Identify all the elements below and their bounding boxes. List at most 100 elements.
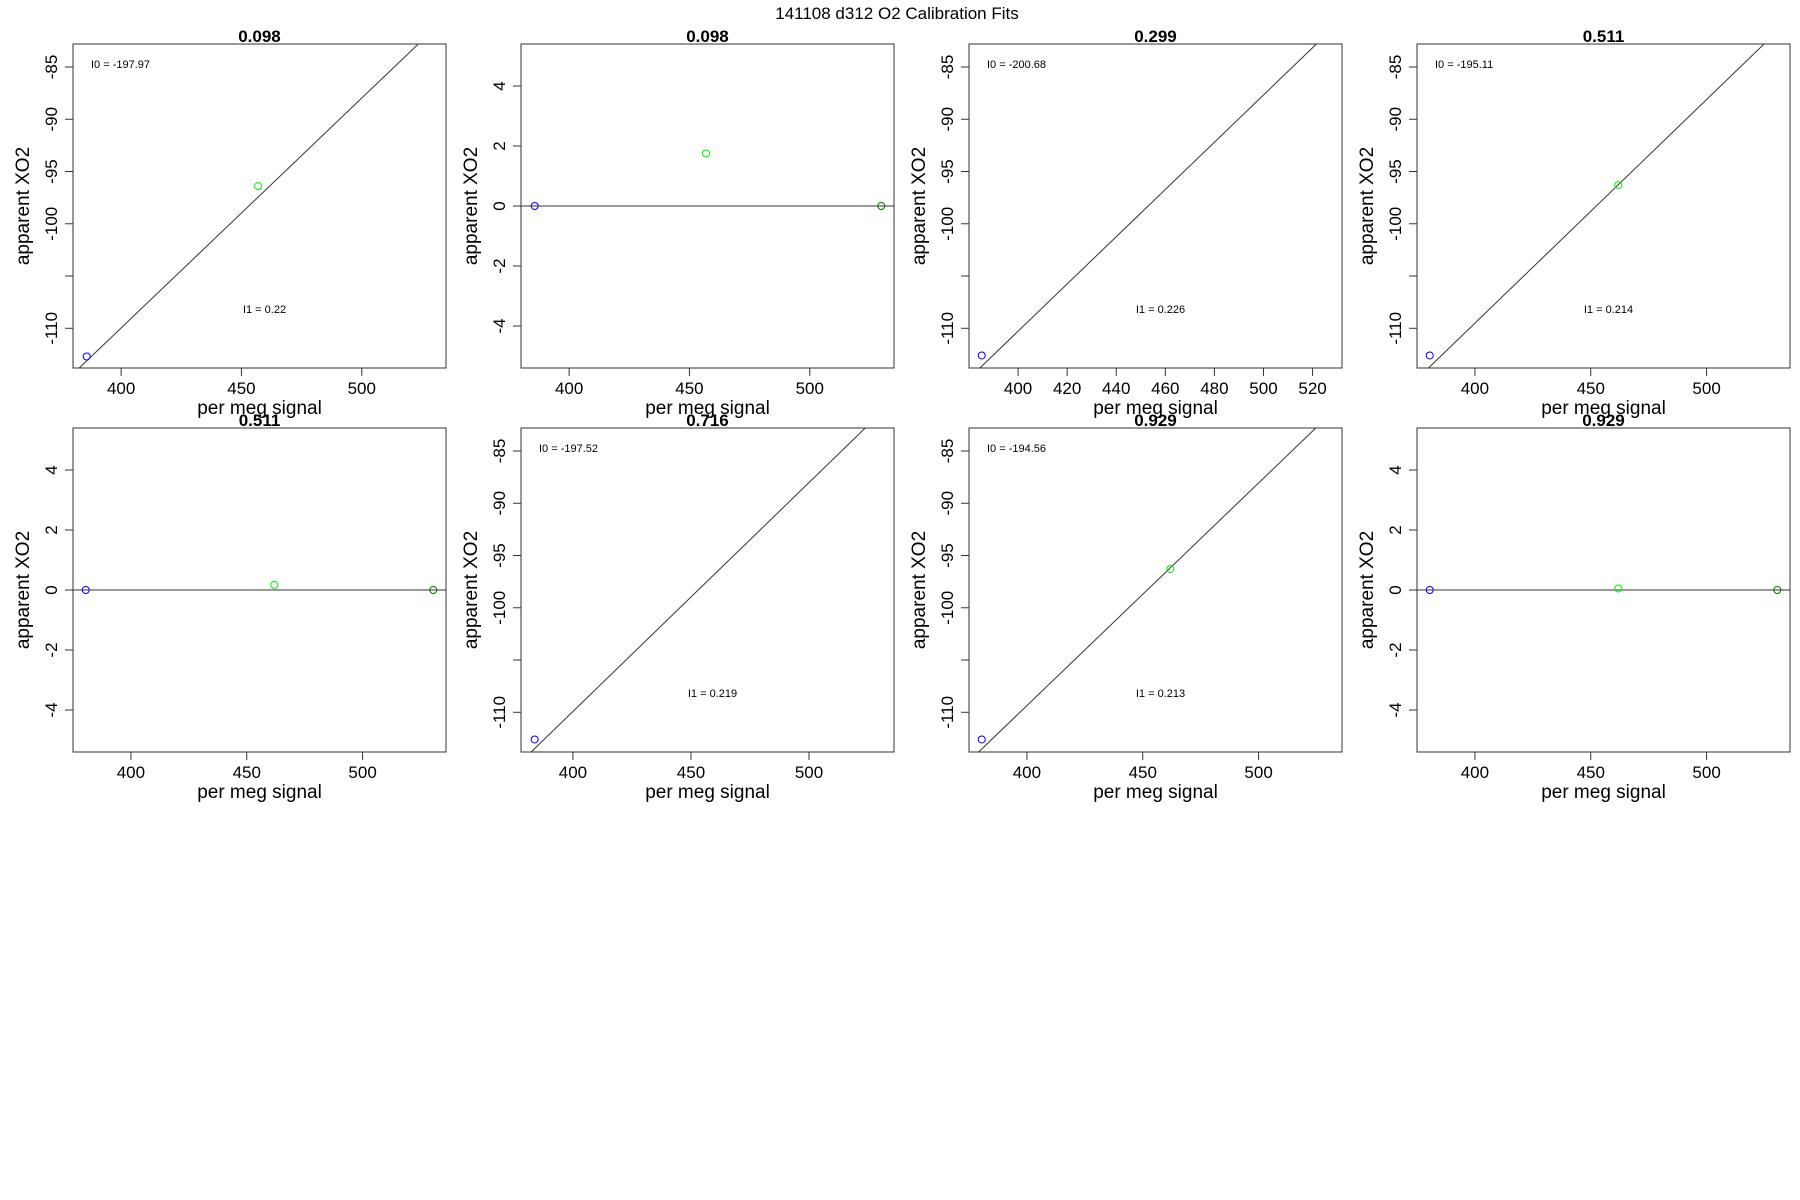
y-tick-label: -85 (1386, 55, 1405, 80)
figure-title: 141108 d312 O2 Calibration Fits (775, 4, 1019, 23)
data-point-dark-green (1326, 412, 1333, 419)
y-tick-label: -90 (490, 491, 509, 516)
slope-label: I1 = 0.214 (1584, 304, 1633, 316)
data-point-blue (530, 735, 539, 744)
plot-area (530, 412, 883, 752)
data-point-blue (81, 586, 90, 594)
y-tick-label: 2 (42, 525, 61, 534)
y-tick-label: -100 (1386, 207, 1405, 241)
calibration-panel: 0.511 400 450 500 -4 -2 0 2 4 per meg signal appar… (13, 411, 447, 803)
y-tick-label: -90 (938, 491, 957, 516)
x-tick-label: 500 (796, 379, 824, 398)
slope-label: I1 = 0.219 (688, 688, 737, 700)
y-tick-label: -95 (938, 159, 957, 184)
fit-line (530, 428, 867, 752)
y-tick-label: -4 (42, 702, 61, 717)
plot-frame (520, 427, 895, 753)
x-tick-label: 400 (1461, 379, 1489, 398)
calibration-panel: 0.716 400 450 500 -110 -100 -95 -90 -85 per meg s… (461, 411, 895, 803)
slope-label: I1 = 0.226 (1136, 304, 1185, 316)
x-tick-label: 450 (227, 379, 255, 398)
plot-frame (968, 427, 1343, 753)
x-tick-label: 400 (107, 379, 135, 398)
y-tick-label: -90 (938, 107, 957, 132)
calibration-panel: 0.098 400 450 500 -110 -100 -95 -90 -85 per meg s… (13, 27, 447, 419)
plot-area (977, 412, 1333, 752)
data-point-dark-green (876, 412, 883, 419)
calibration-panel: 0.929 400 450 500 -4 -2 0 2 4 per meg signal appar… (1357, 411, 1791, 803)
x-axis-label: per meg signal (645, 782, 770, 803)
x-tick-label: 450 (1129, 763, 1157, 782)
data-point-blue (977, 351, 986, 360)
y-axis-label: apparent XO2 (909, 147, 930, 265)
x-tick-label: 400 (555, 379, 583, 398)
calibration-panel: 0.299 400 420 440 460 480 500 520 -110 -100 -95 -90… (909, 27, 1343, 419)
x-tick-label: 400 (117, 763, 145, 782)
x-axis-label: per meg signal (197, 782, 322, 803)
intercept-label: I0 = -195.11 (1435, 59, 1493, 71)
y-tick-label: 0 (490, 201, 509, 210)
y-tick-label: -110 (42, 312, 61, 345)
x-tick-label: 500 (795, 763, 823, 782)
x-tick-label: 500 (1692, 763, 1720, 782)
x-tick-label: 500 (348, 763, 376, 782)
data-point-light-green (270, 580, 279, 589)
y-axis-label: apparent XO2 (1357, 147, 1378, 265)
panel-title: 0.929 (1134, 411, 1177, 430)
y-tick-label: -85 (938, 55, 957, 80)
x-tick-label: 500 (348, 379, 376, 398)
y-axis-label: apparent XO2 (13, 147, 34, 265)
y-tick-label: -100 (490, 591, 509, 625)
data-point-dark-green (877, 202, 886, 210)
y-tick-label: -4 (1386, 702, 1405, 717)
data-point-light-green (254, 182, 263, 191)
panel-title: 0.716 (686, 411, 729, 430)
x-axis-label: per meg signal (1093, 398, 1218, 419)
x-tick-label: 520 (1298, 379, 1326, 398)
intercept-label: I0 = -194.56 (987, 443, 1046, 455)
data-point-blue (1425, 586, 1434, 594)
y-tick-label: -2 (42, 642, 61, 657)
data-point-light-green (702, 149, 711, 158)
fit-line (78, 44, 420, 368)
panel-title: 0.098 (238, 27, 281, 46)
slope-label: I1 = 0.22 (243, 304, 286, 316)
plot-area (78, 44, 420, 368)
y-tick-label: -110 (938, 696, 957, 729)
plot-frame (72, 43, 447, 369)
x-tick-label: 440 (1102, 379, 1130, 398)
data-point-light-green (1614, 584, 1623, 593)
panel-title: 0.929 (1582, 411, 1625, 430)
y-tick-label: -2 (490, 258, 509, 273)
y-tick-label: -110 (490, 696, 509, 729)
plot-area (73, 580, 446, 594)
x-axis-label: per meg signal (645, 398, 770, 419)
calibration-panel: 0.098 400 450 500 -4 -2 0 2 4 per meg signal appar… (461, 27, 895, 419)
panel-title: 0.098 (686, 27, 729, 46)
panel-title: 0.511 (239, 411, 281, 430)
y-tick-label: -90 (42, 107, 61, 132)
data-point-dark-green (1774, 28, 1781, 35)
y-tick-label: 4 (490, 81, 509, 90)
y-tick-label: -95 (938, 543, 957, 568)
y-axis-label: apparent XO2 (13, 531, 34, 649)
x-tick-label: 420 (1053, 379, 1081, 398)
x-tick-label: 450 (675, 379, 703, 398)
data-point-blue (530, 202, 539, 210)
panel-title: 0.511 (1583, 27, 1625, 46)
calibration-panel: 0.511 400 450 500 -110 -100 -95 -90 -85 per meg s… (1357, 27, 1791, 419)
y-tick-label: -2 (1386, 642, 1405, 657)
x-axis-label: per meg signal (1093, 782, 1218, 803)
y-tick-label: -85 (42, 55, 61, 80)
data-point-light-green (1166, 565, 1175, 574)
x-tick-label: 500 (1244, 763, 1272, 782)
y-tick-label: 4 (42, 465, 61, 474)
y-tick-label: 2 (490, 141, 509, 150)
x-tick-label: 450 (677, 763, 705, 782)
y-tick-label: -100 (938, 591, 957, 625)
x-tick-label: 500 (1692, 379, 1720, 398)
plot-frame (1416, 43, 1791, 369)
y-axis-label: apparent XO2 (909, 531, 930, 649)
x-tick-label: 500 (1249, 379, 1277, 398)
